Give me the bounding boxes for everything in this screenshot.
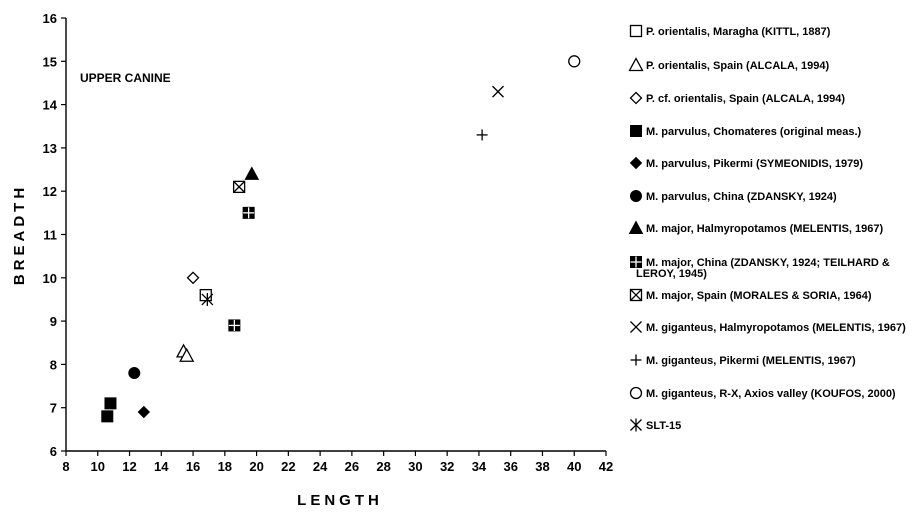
x-tick-label: 42 [599,459,613,474]
legend-item: M. parvulus, Chomateres (original meas.) [630,125,862,138]
data-point-filled-triangle [244,166,260,180]
legend-item: M. parvulus, China (ZDANSKY, 1924) [630,190,837,203]
x-tick-label: 18 [218,459,232,474]
x-tick-label: 22 [281,459,295,474]
y-axis-title: BREADTH [11,184,28,285]
legend-item: M. major, Spain (MORALES & SORIA, 1964) [629,288,872,302]
legend-item: M. giganteus, R-X, Axios valley (KOUFOS,… [629,386,896,400]
data-point-cross-square [242,206,255,219]
data-point-filled-square [104,397,117,410]
legend-label: M. parvulus, Chomateres (original meas.) [646,126,862,138]
x-tick-label: 10 [91,459,105,474]
data-points [101,55,581,423]
axes: 8 10 12 14 16 18 20 22 24 26 28 30 32 34 36 38 40 42 6 7 8 9 1… [11,11,613,509]
data-point-open-triangle [179,347,195,362]
data-point-filled-square [101,410,114,423]
legend-marker-open-circle [629,386,643,400]
legend-marker-filled-triangle [628,220,644,234]
legend-marker-open-square [629,24,643,38]
chart-annotation: UPPER CANINE [80,71,171,85]
x-tick-label: 20 [249,459,263,474]
legend-item: SLT-15 [630,418,681,432]
y-tick-label: 16 [43,11,57,26]
legend-item: P. orientalis, Spain (ALCALA, 1994) [628,57,830,72]
x-tick-label: 12 [122,459,136,474]
legend-marker-filled-circle [630,190,642,202]
legend-label: M. giganteus, Halmyropotamos (MELENTIS, … [646,322,906,334]
x-tick-label: 38 [535,459,549,474]
legend-marker-cross-square [630,256,642,268]
legend-label: M. major, China (ZDANSKY, 1924; TEILHARD… [636,257,890,280]
x-tick-label: 24 [313,459,328,474]
y-tick-label: 9 [50,314,57,329]
legend-marker-asterisk [630,418,642,432]
y-tick-label: 14 [43,98,58,113]
y-tick-label: 11 [43,228,57,243]
legend-marker-x [630,321,642,333]
x-tick-label: 8 [62,459,69,474]
data-point-cross-square [228,319,241,332]
y-tick-label: 15 [43,54,57,69]
x-axis-title: LENGTH [297,492,383,509]
x-tick-label: 14 [154,459,169,474]
legend-marker-open-triangle [628,57,644,72]
legend-label: M. giganteus, R-X, Axios valley (KOUFOS,… [646,388,896,400]
legend-item: P. cf. orientalis, Spain (ALCALA, 1994) [629,91,845,105]
x-tick-label: 26 [345,459,359,474]
legend-item: M. major, Halmyropotamos (MELENTIS, 1967… [628,220,884,235]
x-tick-label: 36 [503,459,517,474]
x-tick-label: 30 [408,459,422,474]
legend-item: M. giganteus, Pikermi (MELENTIS, 1967) [630,354,856,367]
data-point-x [492,85,504,98]
x-tick-label: 28 [376,459,390,474]
y-tick-label: 13 [43,141,57,156]
y-tick-label: 6 [50,444,57,459]
legend-marker-filled-diamond [629,156,643,170]
legend-label: P. cf. orientalis, Spain (ALCALA, 1994) [646,93,845,105]
legend-item: M. parvulus, Pikermi (SYMEONIDIS, 1979) [629,156,863,170]
legend-label: M. major, Halmyropotamos (MELENTIS, 1967… [646,223,884,235]
legend-label: M. major, Spain (MORALES & SORIA, 1964) [646,290,872,302]
y-tick-label: 10 [43,271,57,286]
data-point-asterisk [201,292,214,306]
x-tick-label: 16 [186,459,200,474]
data-point-open-square [199,288,212,302]
y-tick-label: 12 [43,184,57,199]
x-tick-label: 32 [440,459,454,474]
legend: P. orientalis, Maragha (KITTL, 1887) P. o… [628,24,906,432]
legend-label: M. parvulus, Pikermi (SYMEONIDIS, 1979) [646,158,863,170]
legend-marker-open-diamond [629,91,643,105]
legend-marker-x-square [629,288,643,302]
legend-item: P. orientalis, Maragha (KITTL, 1887) [629,24,831,38]
data-point-open-diamond [186,271,200,285]
data-point-open-circle [568,55,581,68]
data-point-x-square [232,180,246,194]
legend-label: SLT-15 [646,420,681,432]
legend-marker-plus [630,354,642,366]
y-tick-label: 7 [50,401,57,416]
x-tick-label: 34 [472,459,487,474]
legend-label: M. giganteus, Pikermi (MELENTIS, 1967) [646,355,856,367]
y-tick-label: 8 [50,357,57,372]
legend-label: M. parvulus, China (ZDANSKY, 1924) [646,191,837,203]
legend-item: M. giganteus, Halmyropotamos (MELENTIS, … [630,321,906,334]
data-point-filled-diamond [137,405,151,419]
legend-marker-filled-square [630,125,642,137]
x-tick-label: 40 [567,459,581,474]
data-point-plus [476,129,488,141]
legend-label: P. orientalis, Maragha (KITTL, 1887) [646,26,831,38]
data-point-filled-circle [128,367,141,380]
legend-label: P. orientalis, Spain (ALCALA, 1994) [646,60,830,72]
legend-item: M. major, China (ZDANSKY, 1924; TEILHARD… [630,256,890,280]
